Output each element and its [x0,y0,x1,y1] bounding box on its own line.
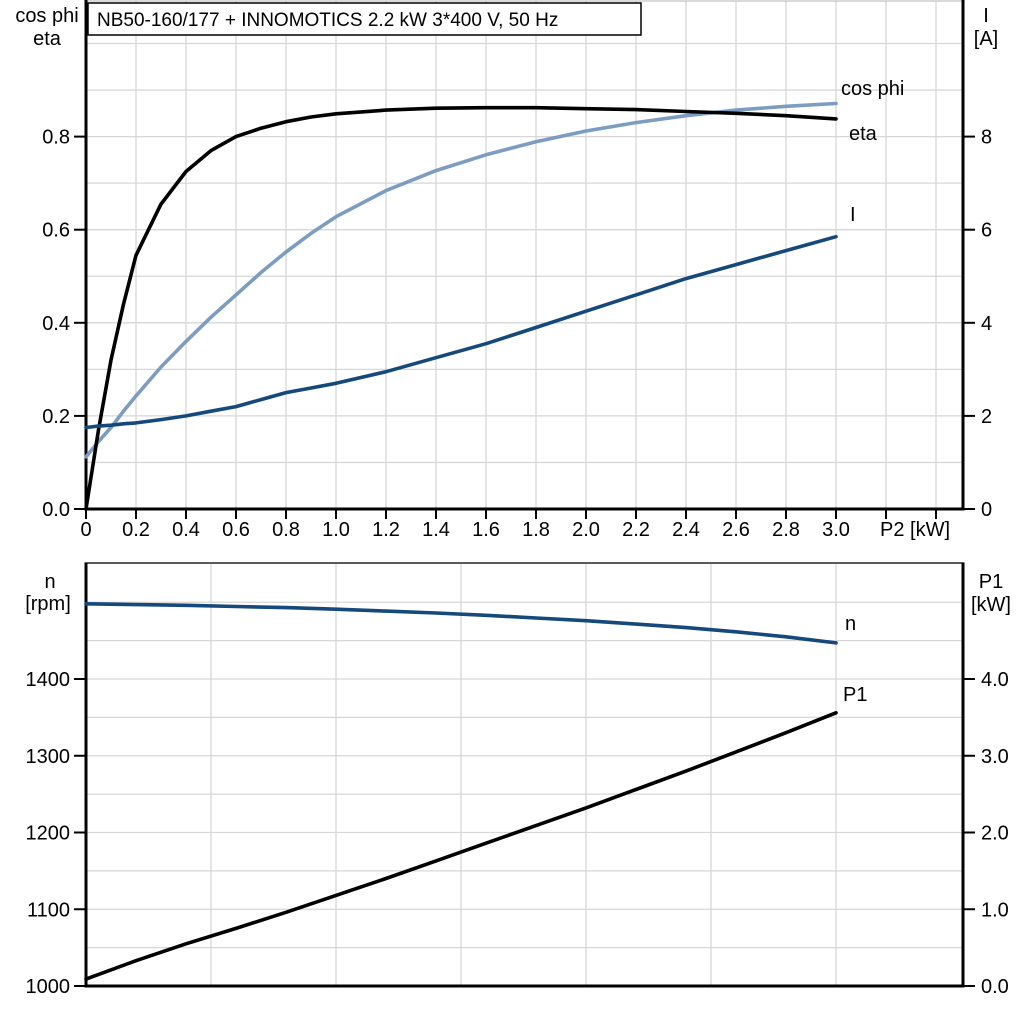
x-tick-label: 2.8 [772,519,800,541]
chart-title: NB50-160/177 + INNOMOTICS 2.2 kW 3*400 V… [97,10,558,31]
top-left-axis-title-line2: eta [33,28,62,50]
right-tick-label: 4.0 [981,669,1009,691]
top-chart-curves [84,101,838,511]
x-tick-label: 0.6 [222,519,250,541]
right-tick-label: 0 [981,499,992,521]
x-tick-label: 0 [80,519,91,541]
current-curve-label: I [850,204,856,226]
cos-phi-curve [84,101,838,459]
top-right-axis-title-line1: I [983,5,989,27]
right-tick-label: 8 [981,127,992,149]
bottom-chart-axes: 1400 1300 1200 1100 1000 4.0 3.0 2.0 1.0 0.0 [26,562,1009,998]
top-x-axis-title: P2 [kW] [880,519,950,541]
eta-curve [84,105,838,511]
top-left-axis-title-line1: cos phi [15,5,78,27]
left-tick-label: 1100 [27,899,70,921]
x-tick-label: 2.2 [622,519,650,541]
right-tick-label: 3.0 [981,746,1009,768]
bottom-right-axis-title-line2: [kW] [971,594,1011,616]
bottom-chart-grid [87,564,962,985]
x-tick-label: 1.2 [372,519,400,541]
right-tick-label: 0.0 [981,976,1009,998]
bottom-chart-curves [84,602,838,981]
x-tick-label: 3.0 [822,519,850,541]
right-tick-label: 6 [981,220,992,242]
title-box [87,2,642,36]
bottom-right-axis-title-line1: P1 [979,571,1003,593]
right-tick-label: 2.0 [981,823,1009,845]
x-tick-label: 1.6 [472,519,500,541]
right-tick-label: 1.0 [981,899,1009,921]
top-chart-grid [86,0,963,508]
speed-curve [84,602,838,645]
bottom-left-axis-title-line2: [rpm] [25,593,71,615]
left-tick-label: 1300 [26,746,71,768]
left-tick-label: 1400 [26,669,71,691]
left-tick-label: 1000 [26,976,71,998]
x-tick-label: 2.4 [672,519,700,541]
x-tick-label: 1.8 [522,519,550,541]
p1-curve [84,711,838,981]
x-tick-label: 1.0 [322,519,350,541]
left-tick-label: 0.0 [42,499,70,521]
x-tick-label: 2.0 [572,519,600,541]
right-tick-label: 2 [981,406,992,428]
speed-curve-label: n [845,613,856,635]
p1-curve-label: P1 [843,684,867,706]
right-tick-label: 4 [981,313,992,335]
top-right-axis-title-line2: [A] [974,28,998,50]
eta-curve-label: eta [849,123,878,145]
bottom-left-axis-title-line1: n [44,571,55,593]
x-tick-label: 0.4 [172,519,200,541]
x-tick-label: 0.8 [272,519,300,541]
x-tick-label: 2.6 [722,519,750,541]
left-tick-label: 1200 [26,823,71,845]
x-tick-label: 0.2 [122,519,150,541]
left-tick-label: 0.8 [42,127,70,149]
left-tick-label: 0.6 [42,220,70,242]
left-tick-label: 0.2 [42,406,70,428]
top-chart-axes: 0.0 0.2 0.4 0.6 0.8 0 2 4 6 8 0 0.2 0.4 0.6 0.8 1.0 1.2 1… [42,0,992,541]
current-curve [84,234,838,430]
cos-phi-curve-label: cos phi [841,78,904,100]
x-tick-label: 1.4 [422,519,450,541]
left-tick-label: 0.4 [42,313,70,335]
